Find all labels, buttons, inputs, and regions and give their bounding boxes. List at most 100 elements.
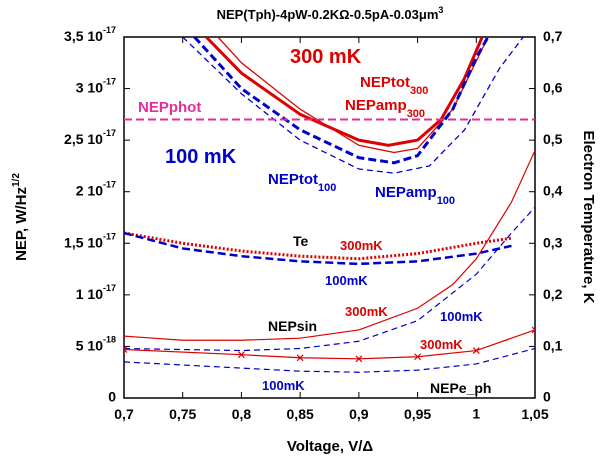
tick-label: 1 10-17 (76, 283, 116, 301)
y-label-text: NEP, W/Hz (13, 187, 30, 261)
tick-label-sup: -17 (103, 129, 116, 139)
annotation: NEPe_ph (430, 380, 491, 396)
tick-label-text: 0,7 (114, 406, 134, 422)
annotation: 100 mK (165, 146, 237, 168)
tick-label: 2 10-17 (76, 180, 116, 198)
tick-label: 2,5 10-17 (64, 129, 116, 147)
annotation: NEPamp100 (375, 184, 455, 207)
title-sup: 3 (438, 5, 443, 15)
series-line (124, 231, 512, 266)
tick-label-text: 0,2 (543, 286, 563, 302)
annotation: NEPtot100 (268, 171, 336, 194)
y-axis-label: NEP, W/Hz1/2 (11, 173, 30, 261)
tick-label: 0,85 (287, 406, 314, 422)
annotation-text: NEPtot (268, 171, 318, 188)
annotation-text: 300 mK (290, 46, 362, 68)
annotation: 300 mK (290, 46, 362, 68)
point-marker (296, 354, 304, 362)
point-marker (238, 351, 245, 359)
tick-label-text: 0,9 (349, 406, 369, 422)
tick-label-text: 3,5 10 (64, 28, 103, 44)
tick-label: 0 (108, 389, 116, 405)
tick-label: 0,5 (543, 131, 563, 147)
tick-label-sup: -17 (103, 180, 116, 190)
tick-label-sup: -17 (103, 77, 116, 87)
tick-label: 5 10-18 (76, 335, 116, 353)
tick-label: 0,6 (543, 79, 563, 95)
tick-label-text: 0,1 (543, 337, 563, 353)
tick-label-text: 1,05 (521, 406, 548, 422)
annotation-text: NEPamp (375, 184, 437, 201)
title-text: NEP(Tph)-4pW-0.2KΩ-0.5pA-0.03μm (217, 7, 439, 22)
series-line (205, 37, 484, 147)
tick-label: 0,7 (114, 406, 134, 422)
tick-label: 0,3 (543, 234, 563, 250)
annotation: Te (293, 233, 309, 249)
tick-label-sup: -17 (103, 232, 116, 242)
annotation-text: 300mK (345, 304, 388, 319)
tick-label: 0,95 (404, 406, 431, 422)
tick-label: 3,5 10-17 (64, 25, 116, 43)
annotation-text: 100mK (325, 273, 368, 288)
annotation: NEPsin (268, 318, 317, 334)
tick-label: 0,7 (543, 28, 563, 44)
annotation: NEPtot300 (360, 74, 428, 97)
annotation-sub: 300 (410, 85, 428, 97)
series-line (124, 347, 535, 373)
annotation-text: 100mK (262, 378, 305, 393)
tick-label-text: 2 10 (76, 182, 103, 198)
annotation-text: Te (293, 233, 309, 249)
annotation-sub: 300 (407, 108, 425, 120)
annotation: NEPphot (138, 99, 201, 116)
tick-label-text: 0,85 (287, 406, 314, 422)
tick-label: 0,9 (349, 406, 369, 422)
annotation: 300mK (340, 238, 383, 253)
tick-label: 1 (472, 406, 480, 422)
annotation: 100mK (325, 273, 368, 288)
annotation-text: NEPsin (268, 318, 317, 334)
plot-area (124, 37, 535, 373)
y-label-sup: 1/2 (11, 173, 22, 187)
tick-label-text: 0,75 (169, 406, 196, 422)
point-marker (414, 353, 421, 361)
point-marker (472, 347, 480, 354)
annotation-text: NEPtot (360, 74, 410, 91)
annotation-text: 300mK (420, 337, 463, 352)
annotation-text: NEPe_ph (430, 380, 491, 396)
tick-label-text: 0,7 (543, 28, 563, 44)
tick-label-sup: -18 (103, 335, 116, 345)
annotation: 100mK (262, 378, 305, 393)
point-marker (124, 346, 128, 353)
annotation-sub: 100 (318, 182, 336, 194)
tick-label-text: 0,95 (404, 406, 431, 422)
plot-frame (123, 36, 536, 399)
tick-label-sup: -17 (103, 283, 116, 293)
point-marker (531, 326, 535, 334)
tick-label-text: 1 10 (76, 286, 103, 302)
annotation-text: NEPphot (138, 99, 201, 116)
series-line (193, 37, 490, 165)
tick-label-text: 0,5 (543, 131, 563, 147)
annotation-text: 100 mK (165, 146, 237, 168)
annotation-text: NEPamp (345, 97, 407, 114)
annotation: 100mK (440, 309, 483, 324)
tick-label: 0,8 (232, 406, 252, 422)
tick-label-text: 2,5 10 (64, 131, 103, 147)
tick-label: 0,1 (543, 337, 563, 353)
tick-label: 3 10-17 (76, 77, 116, 95)
x-axis-label: Voltage, V/Δ (287, 438, 374, 455)
tick-label: 0,2 (543, 286, 563, 302)
annotation-sub: 100 (437, 195, 455, 207)
tick-label-sup: -17 (103, 25, 116, 35)
tick-label-text: 5 10 (76, 337, 103, 353)
chart-title: NEP(Tph)-4pW-0.2KΩ-0.5pA-0.03μm3 (217, 5, 444, 22)
y2-axis-label: Electron Temperature, K (580, 130, 597, 303)
tick-label-text: 0,6 (543, 79, 563, 95)
annotation: 300mK (420, 337, 463, 352)
tick-label: 0 (543, 389, 551, 405)
tick-label-text: 0,8 (232, 406, 252, 422)
tick-label: 0,4 (543, 182, 563, 198)
annotation: NEPamp300 (345, 97, 425, 120)
tick-label-text: 0,3 (543, 234, 563, 250)
annotation: 300mK (345, 304, 388, 319)
